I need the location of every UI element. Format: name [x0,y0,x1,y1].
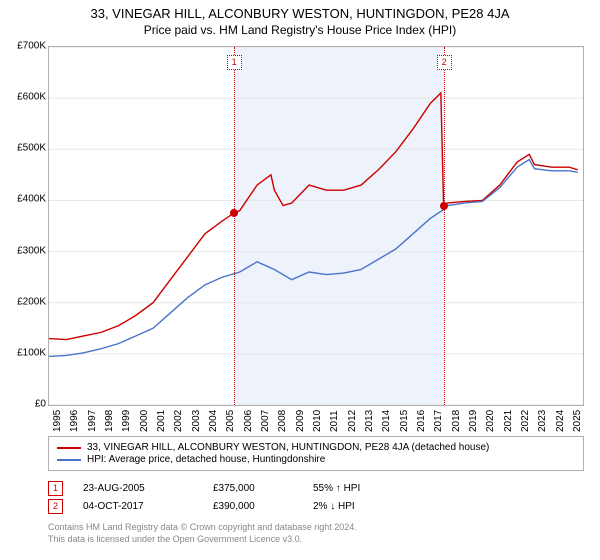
xtick-label: 1999 [121,410,132,432]
tx-marker-box: 1 [48,481,63,496]
legend-row: HPI: Average price, detached house, Hunt… [57,454,575,465]
legend-swatch [57,447,81,449]
tx-diff: 2% ↓ HPI [313,501,413,512]
xtick-label: 2017 [433,410,444,432]
tx-price: £390,000 [213,501,293,512]
ytick-label: £200K [4,296,46,307]
xtick-label: 2014 [381,410,392,432]
xtick-label: 2006 [243,410,254,432]
ytick-label: £300K [4,245,46,256]
xtick-label: 2024 [555,410,566,432]
xtick-label: 2023 [537,410,548,432]
ytick-label: £0 [4,399,46,410]
ytick-label: £700K [4,41,46,52]
chart-title: 33, VINEGAR HILL, ALCONBURY WESTON, HUNT… [0,0,600,21]
footer-line-1: Contains HM Land Registry data © Crown c… [48,522,357,534]
xtick-label: 2015 [399,410,410,432]
xtick-label: 2001 [156,410,167,432]
xtick-label: 1995 [52,410,63,432]
gridlines [49,47,583,405]
marker-vline [234,47,235,405]
footer-line-2: This data is licensed under the Open Gov… [48,534,357,546]
transaction-row: 1 23-AUG-2005 £375,000 55% ↑ HPI [48,481,584,496]
xtick-label: 1997 [87,410,98,432]
xtick-label: 2000 [139,410,150,432]
plot-svg [49,47,583,405]
series-lines [49,93,578,356]
xtick-label: 2021 [503,410,514,432]
transaction-table: 1 23-AUG-2005 £375,000 55% ↑ HPI 2 04-OCT-201… [48,478,584,517]
marker-box: 2 [437,55,452,70]
tx-price: £375,000 [213,483,293,494]
ytick-label: £400K [4,194,46,205]
xtick-label: 2009 [295,410,306,432]
ytick-label: £500K [4,143,46,154]
xtick-label: 2010 [312,410,323,432]
footer-text: Contains HM Land Registry data © Crown c… [48,522,357,545]
tx-date: 23-AUG-2005 [83,483,193,494]
legend-label: HPI: Average price, detached house, Hunt… [87,454,325,465]
series-hpi [49,160,578,357]
xtick-label: 2005 [225,410,236,432]
xtick-label: 2003 [191,410,202,432]
tx-date: 04-OCT-2017 [83,501,193,512]
ytick-label: £100K [4,347,46,358]
marker-box: 1 [227,55,242,70]
xtick-label: 2007 [260,410,271,432]
xtick-label: 2025 [572,410,583,432]
xtick-label: 2016 [416,410,427,432]
marker-dot [440,202,448,210]
xtick-label: 2020 [485,410,496,432]
plot-area: 12 [48,46,584,406]
legend-box: 33, VINEGAR HILL, ALCONBURY WESTON, HUNT… [48,436,584,471]
xtick-label: 2022 [520,410,531,432]
chart-container: 33, VINEGAR HILL, ALCONBURY WESTON, HUNT… [0,0,600,560]
xtick-label: 2002 [173,410,184,432]
transaction-row: 2 04-OCT-2017 £390,000 2% ↓ HPI [48,499,584,514]
xtick-label: 2012 [347,410,358,432]
legend-label: 33, VINEGAR HILL, ALCONBURY WESTON, HUNT… [87,442,489,453]
legend-swatch [57,459,81,461]
xtick-label: 2008 [277,410,288,432]
marker-vline [444,47,445,405]
xtick-label: 2018 [451,410,462,432]
chart-subtitle: Price paid vs. HM Land Registry's House … [0,21,600,37]
xtick-label: 1998 [104,410,115,432]
xtick-label: 2019 [468,410,479,432]
legend-row: 33, VINEGAR HILL, ALCONBURY WESTON, HUNT… [57,442,575,453]
marker-dot [230,209,238,217]
ytick-label: £600K [4,92,46,103]
xtick-label: 2013 [364,410,375,432]
xtick-label: 2004 [208,410,219,432]
tx-diff: 55% ↑ HPI [313,483,413,494]
xtick-label: 2011 [329,410,340,432]
xtick-label: 1996 [69,410,80,432]
tx-marker-box: 2 [48,499,63,514]
